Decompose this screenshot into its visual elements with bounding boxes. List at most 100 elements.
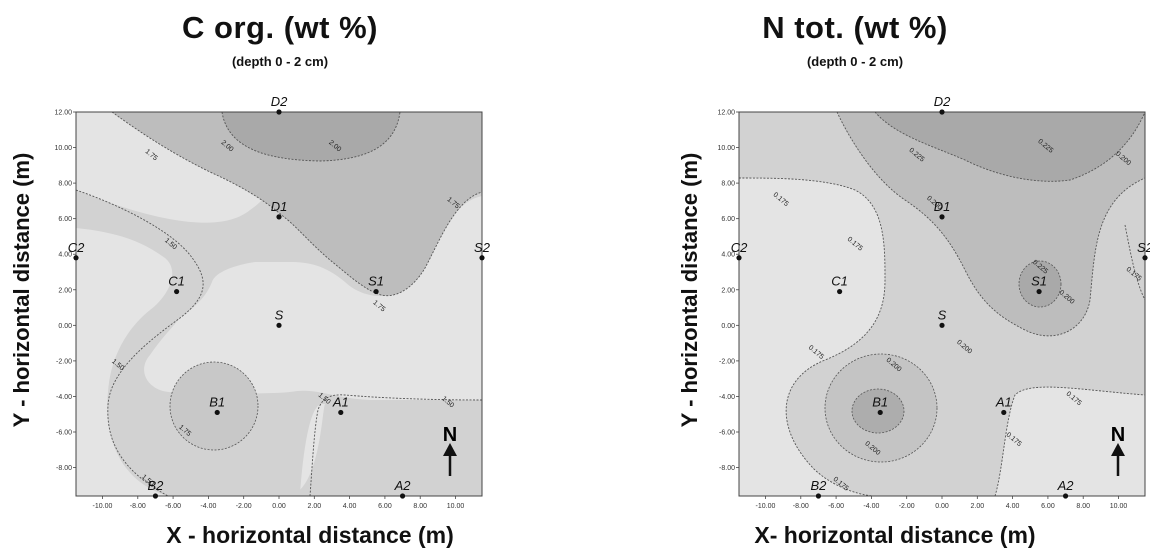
ntot-y-tick-label: -6.00 xyxy=(719,430,735,437)
corg-y-tick-label: 6.00 xyxy=(58,216,72,223)
corg-site-d1-marker xyxy=(276,214,282,220)
corg-title: C org. (wt %) xyxy=(182,10,378,45)
corg-x-tick-label: 8.00 xyxy=(413,503,427,510)
corg-site-s1-label: S1 xyxy=(368,274,384,289)
corg-site-b1-label: B1 xyxy=(209,394,225,409)
corg-y-tick-label: 4.00 xyxy=(58,252,72,259)
ntot-x-tick-label: 10.00 xyxy=(1110,503,1128,510)
ntot-y-tick-label: 12.00 xyxy=(717,110,735,117)
ntot-site-s-label: S xyxy=(938,307,947,322)
ntot-site-s1-label: S1 xyxy=(1031,274,1047,289)
ntot-region-0.225 xyxy=(875,112,1145,182)
corg-site-s1-marker xyxy=(373,288,379,295)
ntot-site-d1-label: D1 xyxy=(934,199,951,214)
north-arrow-label: N xyxy=(443,424,457,446)
corg-site-c2-label: C2 xyxy=(68,240,85,255)
corg-x-tick-label: 0.00 xyxy=(272,503,286,510)
ntot-site-a1-marker xyxy=(1001,409,1007,416)
corg-site-s-marker xyxy=(276,322,282,328)
north-arrow-label: N xyxy=(1111,424,1125,446)
corg-region-b1 xyxy=(169,361,259,451)
ntot-site-c1-marker xyxy=(837,288,843,295)
corg-x-tick-label: -8.00 xyxy=(130,503,146,510)
ntot-contour-line xyxy=(994,386,1145,496)
corg-site-c2-marker xyxy=(73,255,79,261)
ntot-y-tick-label: -2.00 xyxy=(719,358,735,365)
ntot-x-tick-label: 6.00 xyxy=(1041,503,1055,510)
corg-subtitle: (depth 0 - 2 cm) xyxy=(231,54,329,69)
ntot-y-tick-label: 10.00 xyxy=(717,145,735,152)
corg-site-s2-label: S2 xyxy=(474,240,491,255)
ntot-contour-line xyxy=(836,112,1145,337)
ntot-contour-line xyxy=(874,112,1145,182)
ntot-site-b2-marker xyxy=(815,493,822,499)
corg-site-s2-marker xyxy=(479,255,485,261)
corg-site-a2-marker xyxy=(399,493,406,499)
corg-xlabel: X - horizontal distance (m) xyxy=(166,522,454,548)
ntot-y-tick-label: 8.00 xyxy=(721,181,735,188)
corg-x-tick-label: -10.00 xyxy=(93,503,113,510)
ntot-site-s-marker xyxy=(939,322,945,328)
ntot-contour-line xyxy=(739,177,886,496)
corg-contour-line xyxy=(76,189,204,496)
ntot-site-a2-marker xyxy=(1062,493,1069,499)
corg-x-tick-label: -4.00 xyxy=(200,503,216,510)
ntot-y-tick-label: 4.00 xyxy=(721,252,735,259)
corg-y-tick-label: -4.00 xyxy=(56,394,72,401)
corg-site-b2-marker xyxy=(152,493,159,499)
ntot-x-tick-label: -8.00 xyxy=(793,503,809,510)
ntot-contour-map: -10.00 -8.00 -6.00 -4.00 -2.00 0.00 2.00 4.00 6.… xyxy=(717,94,1150,510)
ntot-y-tick-label: -4.00 xyxy=(719,394,735,401)
ntot-y-tick-label: 2.00 xyxy=(721,287,735,294)
corg-contour-line xyxy=(221,112,401,162)
ntot-x-tick-label: -4.00 xyxy=(863,503,879,510)
corg-contour-line xyxy=(309,394,482,496)
corg-site-b1-marker xyxy=(214,409,220,416)
corg-region-2.00 xyxy=(222,112,400,161)
ntot-site-d2-label: D2 xyxy=(934,94,951,109)
corg-site-b2-label: B2 xyxy=(147,478,164,493)
corg-site-c1-marker xyxy=(174,288,180,295)
ntot-x-tick-label: 4.00 xyxy=(1006,503,1020,510)
corg-site-c1-label: C1 xyxy=(168,274,185,289)
corg-site-a1-marker xyxy=(338,409,344,416)
ntot-site-c2-marker xyxy=(736,255,742,261)
ntot-panel: N tot. (wt %) (depth 0 - 2 cm) Y - horiz… xyxy=(575,0,1150,555)
corg-y-tick-label: 10.00 xyxy=(54,145,72,152)
corg-x-tick-label: 6.00 xyxy=(378,503,392,510)
corg-x-tick-label: -6.00 xyxy=(165,503,181,510)
ntot-x-tick-label: 8.00 xyxy=(1076,503,1090,510)
north-arrow: N xyxy=(443,424,457,476)
ntot-site-c1-label: C1 xyxy=(831,274,848,289)
corg-site-a2-label: A2 xyxy=(394,478,412,493)
corg-x-tick-label: 2.00 xyxy=(307,503,321,510)
ntot-x-tick-label: -10.00 xyxy=(756,503,776,510)
corg-y-tick-label: 2.00 xyxy=(58,287,72,294)
ntot-site-a2-label: A2 xyxy=(1057,478,1075,493)
ntot-contour-line xyxy=(1124,224,1145,301)
ntot-x-tick-label: -2.00 xyxy=(899,503,915,510)
corg-y-tick-label: -6.00 xyxy=(56,430,72,437)
corg-y-tick-label: -2.00 xyxy=(56,358,72,365)
ntot-x-tick-label: 0.00 xyxy=(935,503,949,510)
corg-y-tick-label: 0.00 xyxy=(58,323,72,330)
ntot-x-tick-label: -6.00 xyxy=(828,503,844,510)
corg-site-d1-label: D1 xyxy=(271,199,288,214)
ntot-y-tick-label: 0.00 xyxy=(721,323,735,330)
corg-contour-line xyxy=(111,112,482,297)
ntot-site-b2-label: B2 xyxy=(810,478,827,493)
corg-x-tick-label: 4.00 xyxy=(343,503,357,510)
corg-x-tick-label: 10.00 xyxy=(447,503,465,510)
ntot-site-s1-marker xyxy=(1036,288,1042,295)
ntot-site-c2-label: C2 xyxy=(731,240,748,255)
ntot-site-d2-marker xyxy=(939,109,945,115)
ntot-site-b1-marker xyxy=(877,409,883,416)
ntot-xlabel: X- horizontal distance (m) xyxy=(754,522,1036,548)
ntot-region-b1-core xyxy=(851,388,905,434)
corg-contour-map: -10.00 -8.00 -6.00 -4.00 -2.00 0.00 2.00 4.00 6.… xyxy=(54,94,491,510)
ntot-site-a1-label: A1 xyxy=(995,394,1012,409)
ntot-subtitle: (depth 0 - 2 cm) xyxy=(806,54,904,69)
ntot-region-s1 xyxy=(1018,260,1062,308)
corg-site-d2-label: D2 xyxy=(271,94,288,109)
corg-site-d2-marker xyxy=(276,109,282,115)
